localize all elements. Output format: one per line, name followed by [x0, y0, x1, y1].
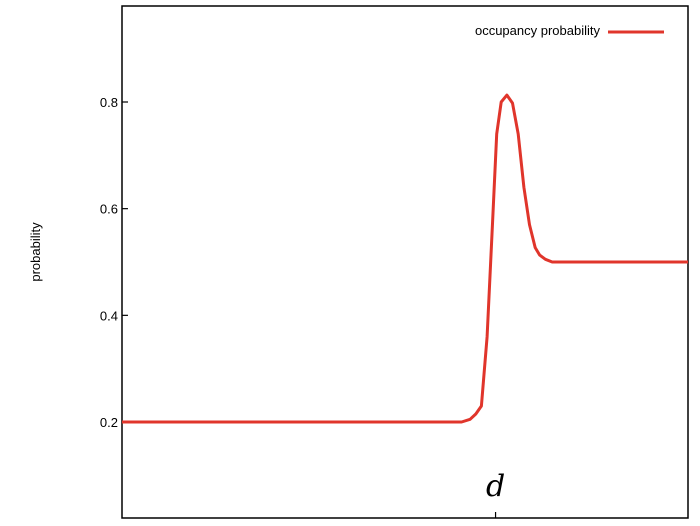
legend-label: occupancy probability	[475, 23, 601, 38]
y-tick-label: 0.4	[100, 308, 118, 323]
margin-paren-glyph: )	[0, 427, 4, 481]
y-tick-label: 0.8	[100, 95, 118, 110]
x-tick-label: d	[486, 469, 505, 504]
series-line-occupancy-probability	[122, 93, 688, 424]
y-tick-label: 0.2	[100, 415, 118, 430]
y-axis-ticks: 0.2 0.4 0.6 0.8	[100, 95, 128, 430]
legend: occupancy probability	[475, 23, 664, 38]
x-axis-ticks: d	[486, 469, 505, 518]
y-axis-title: probability	[28, 222, 43, 282]
y-tick-label: 0.6	[100, 202, 118, 217]
